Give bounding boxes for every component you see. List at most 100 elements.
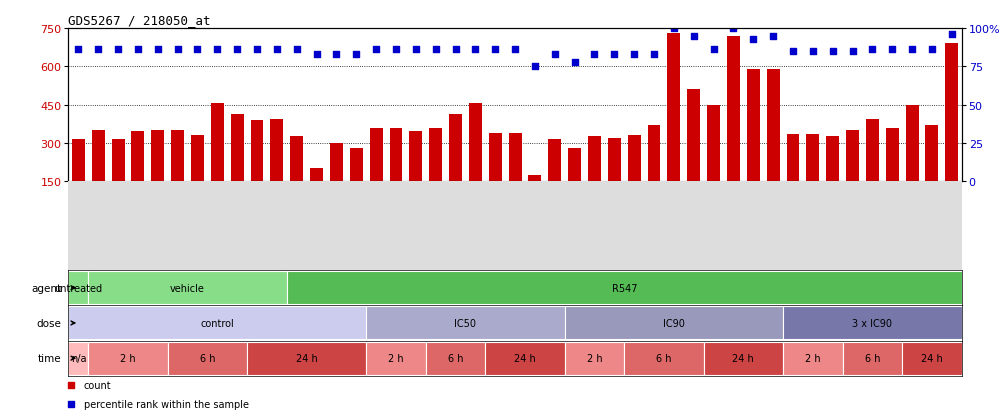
Point [884, 47, 900, 54]
Point [249, 47, 265, 54]
Bar [349, 149, 363, 220]
Bar [89, 272, 287, 304]
Bar [488, 133, 501, 220]
Bar [783, 342, 843, 375]
Bar [509, 133, 522, 220]
Point [169, 47, 185, 54]
Point [130, 47, 146, 54]
Bar [271, 119, 283, 220]
Point [289, 47, 305, 54]
Point [328, 52, 344, 58]
Bar [627, 136, 640, 220]
Text: count: count [84, 380, 111, 390]
Point [209, 47, 226, 54]
Point [864, 47, 880, 54]
Bar [168, 342, 247, 375]
Text: IC50: IC50 [454, 318, 476, 328]
Point [686, 33, 702, 40]
Point [189, 47, 205, 54]
Text: IC90: IC90 [663, 318, 685, 328]
Bar [568, 149, 581, 220]
Point [369, 47, 385, 54]
Bar [68, 272, 89, 304]
Text: R547: R547 [611, 283, 637, 293]
Point [645, 52, 662, 58]
Bar [946, 44, 959, 220]
Bar [588, 137, 601, 220]
Point [508, 47, 524, 54]
Text: control: control [200, 318, 235, 328]
Bar [766, 70, 779, 220]
Bar [902, 342, 962, 375]
Point [567, 59, 583, 66]
Text: dose: dose [36, 318, 61, 328]
Point [725, 26, 741, 32]
Bar [370, 128, 383, 220]
Bar [367, 307, 565, 339]
Bar [549, 140, 561, 220]
Bar [247, 342, 367, 375]
Text: time: time [37, 353, 61, 363]
Point [487, 47, 504, 54]
Bar [648, 126, 661, 220]
Bar [886, 128, 898, 220]
Text: 2 h: 2 h [805, 353, 821, 363]
Bar [71, 140, 85, 220]
Bar [925, 126, 939, 220]
Text: 24 h: 24 h [921, 353, 943, 363]
Point [150, 47, 166, 54]
Point [606, 52, 622, 58]
Text: percentile rank within the sample: percentile rank within the sample [84, 399, 249, 409]
Bar [905, 105, 918, 220]
Text: 6 h: 6 h [199, 353, 215, 363]
Text: 24 h: 24 h [296, 353, 317, 363]
Bar [747, 70, 759, 220]
Bar [210, 104, 224, 220]
Point [765, 33, 781, 40]
Point [825, 48, 841, 55]
Point [348, 52, 365, 58]
Bar [68, 307, 367, 339]
Bar [310, 169, 323, 220]
Text: untreated: untreated [54, 283, 103, 293]
Bar [668, 34, 681, 220]
Bar [866, 119, 879, 220]
Text: 6 h: 6 h [865, 353, 880, 363]
Text: agent: agent [31, 283, 61, 293]
Bar [89, 342, 168, 375]
Bar [485, 342, 565, 375]
Point [390, 306, 406, 313]
Point [269, 47, 285, 54]
Bar [231, 114, 244, 220]
Bar [171, 131, 184, 220]
Bar [846, 131, 859, 220]
Bar [390, 128, 403, 220]
Bar [687, 90, 700, 220]
Bar [191, 136, 204, 220]
Point [110, 47, 126, 54]
Point [745, 36, 761, 43]
Point [784, 48, 801, 55]
Text: 2 h: 2 h [388, 353, 404, 363]
Text: 24 h: 24 h [515, 353, 536, 363]
Point [308, 52, 324, 58]
Bar [367, 342, 426, 375]
Bar [469, 104, 481, 220]
Bar [704, 342, 783, 375]
Bar [783, 307, 962, 339]
Bar [608, 138, 620, 220]
Bar [68, 342, 89, 375]
Point [904, 47, 920, 54]
Point [408, 47, 424, 54]
Bar [151, 131, 164, 220]
Point [428, 47, 444, 54]
Bar [112, 140, 125, 220]
Point [845, 48, 861, 55]
Bar [624, 342, 704, 375]
Point [388, 47, 404, 54]
Bar [132, 132, 144, 220]
Text: 3 x IC90: 3 x IC90 [852, 318, 892, 328]
Point [923, 47, 940, 54]
Bar [410, 132, 422, 220]
Bar [290, 137, 303, 220]
